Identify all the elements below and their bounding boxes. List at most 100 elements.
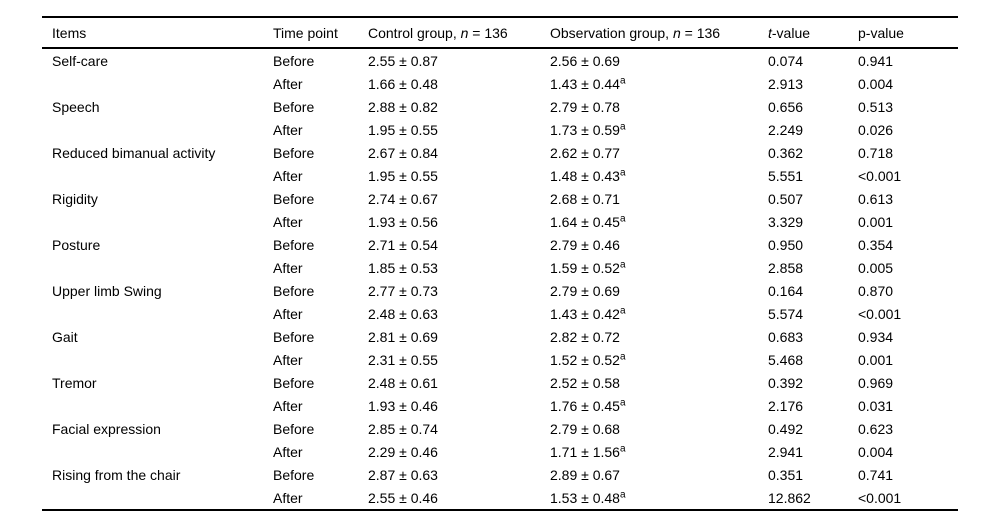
cell-t: 12.862 [768, 489, 811, 506]
significance-superscript: a [619, 74, 626, 86]
header-text: Time point [273, 24, 338, 41]
table-row: After 2.31 ± 0.55 1.52 ± 0.52a 5.468 0.001 [42, 348, 958, 371]
cell-control: 2.87 ± 0.63 [368, 466, 438, 483]
table-row: Facial expression Before 2.85 ± 0.74 2.79 ±… [42, 417, 958, 440]
column-header-time: Time point [273, 17, 368, 48]
significance-superscript: a [619, 212, 626, 224]
cell-item [42, 164, 273, 187]
cell-time: Before [273, 374, 315, 391]
significance-superscript: a [619, 350, 626, 362]
cell-t: 2.858 [768, 259, 804, 276]
header-text: -value [771, 24, 811, 41]
header-text: p-value [858, 24, 904, 41]
cell-item [42, 348, 273, 371]
table-row: Gait Before 2.81 ± 0.69 2.82 ± 0.72 0.683 0.9… [42, 325, 958, 348]
table-row: After 2.29 ± 0.46 1.71 ± 1.56a 2.941 0.004 [42, 440, 958, 463]
table-row: After 1.85 ± 0.53 1.59 ± 0.52a 2.858 0.005 [42, 256, 958, 279]
table-row: After 2.55 ± 0.46 1.53 ± 0.48a 12.862 <0.001 [42, 486, 958, 510]
cell-time: Before [273, 420, 315, 437]
cell-control: 2.74 ± 0.67 [368, 190, 438, 207]
cell-control: 2.77 ± 0.73 [368, 282, 438, 299]
cell-time: After [273, 397, 303, 414]
cell-control: 2.48 ± 0.63 [368, 305, 438, 322]
cell-t: 0.492 [768, 420, 804, 437]
table-row: After 2.48 ± 0.63 1.43 ± 0.42a 5.574 <0.001 [42, 302, 958, 325]
cell-p: 0.613 [858, 190, 894, 207]
cell-time: After [273, 305, 303, 322]
table-row: After 1.93 ± 0.46 1.76 ± 0.45a 2.176 0.031 [42, 394, 958, 417]
table-row: Reduced bimanual activity Before 2.67 ± 0.… [42, 141, 958, 164]
cell-time: After [273, 443, 303, 460]
cell-control: 1.95 ± 0.55 [368, 167, 438, 184]
cell-control: 1.85 ± 0.53 [368, 259, 438, 276]
cell-item: Tremor [52, 374, 97, 391]
cell-observation: 2.79 ± 0.78 [550, 98, 620, 115]
cell-observation: 1.53 ± 0.48a [550, 488, 626, 506]
significance-superscript: a [619, 166, 626, 178]
cell-observation: 2.79 ± 0.46 [550, 236, 620, 253]
cell-p: <0.001 [858, 305, 902, 322]
cell-item [42, 118, 273, 141]
cell-observation: 2.82 ± 0.72 [550, 328, 620, 345]
cell-item [42, 256, 273, 279]
significance-superscript: a [619, 258, 626, 270]
cell-item [42, 486, 273, 510]
cell-t: 2.249 [768, 121, 804, 138]
cell-p: 0.004 [858, 443, 894, 460]
header-text: Control group, [368, 24, 461, 41]
table-row: Posture Before 2.71 ± 0.54 2.79 ± 0.46 0.950… [42, 233, 958, 256]
column-header-observation: Observation group, n = 136 [550, 17, 768, 48]
cell-item: Rising from the chair [52, 466, 181, 483]
cell-p: 0.718 [858, 144, 894, 161]
table-row: Self-care Before 2.55 ± 0.87 2.56 ± 0.69 0.0… [42, 48, 958, 72]
cell-control: 2.55 ± 0.87 [368, 52, 438, 69]
cell-time: After [273, 351, 303, 368]
column-header-t: t-value [768, 17, 858, 48]
table-row: After 1.95 ± 0.55 1.48 ± 0.43a 5.551 <0.001 [42, 164, 958, 187]
cell-control: 2.67 ± 0.84 [368, 144, 438, 161]
cell-time: After [273, 121, 303, 138]
cell-t: 2.913 [768, 75, 804, 92]
cell-item: Rigidity [52, 190, 98, 207]
cell-item [42, 440, 273, 463]
cell-control: 2.31 ± 0.55 [368, 351, 438, 368]
cell-p: 0.870 [858, 282, 894, 299]
cell-t: 2.941 [768, 443, 804, 460]
significance-superscript: a [619, 442, 626, 454]
cell-t: 3.329 [768, 213, 804, 230]
cell-control: 1.66 ± 0.48 [368, 75, 438, 92]
cell-observation: 1.48 ± 0.43a [550, 166, 626, 184]
table-row: Speech Before 2.88 ± 0.82 2.79 ± 0.78 0.656 0… [42, 95, 958, 118]
table-row: After 1.66 ± 0.48 1.43 ± 0.44a 2.913 0.004 [42, 72, 958, 95]
cell-time: Before [273, 52, 315, 69]
header-text: = 136 [468, 24, 508, 41]
cell-t: 0.392 [768, 374, 804, 391]
cell-time: Before [273, 98, 315, 115]
cell-p: 0.941 [858, 52, 894, 69]
cell-time: Before [273, 190, 315, 207]
table-row: Upper limb Swing Before 2.77 ± 0.73 2.79 ± … [42, 279, 958, 302]
cell-t: 0.656 [768, 98, 804, 115]
cell-control: 2.88 ± 0.82 [368, 98, 438, 115]
cell-observation: 1.59 ± 0.52a [550, 258, 626, 276]
table-row: After 1.95 ± 0.55 1.73 ± 0.59a 2.249 0.026 [42, 118, 958, 141]
cell-observation: 2.79 ± 0.69 [550, 282, 620, 299]
cell-item: Reduced bimanual activity [52, 144, 216, 161]
column-header-control: Control group, n = 136 [368, 17, 550, 48]
cell-time: Before [273, 144, 315, 161]
cell-t: 0.074 [768, 52, 804, 69]
cell-p: 0.354 [858, 236, 894, 253]
cell-t: 0.351 [768, 466, 804, 483]
cell-observation: 1.76 ± 0.45a [550, 396, 626, 414]
cell-control: 2.55 ± 0.46 [368, 489, 438, 506]
cell-control: 2.85 ± 0.74 [368, 420, 438, 437]
cell-p: <0.001 [858, 167, 902, 184]
table-row: After 1.93 ± 0.56 1.64 ± 0.45a 3.329 0.001 [42, 210, 958, 233]
cell-p: <0.001 [858, 489, 902, 506]
cell-p: 0.969 [858, 374, 894, 391]
cell-control: 2.81 ± 0.69 [368, 328, 438, 345]
header-text-italic: t [768, 24, 772, 41]
cell-time: After [273, 259, 303, 276]
cell-time: After [273, 167, 303, 184]
